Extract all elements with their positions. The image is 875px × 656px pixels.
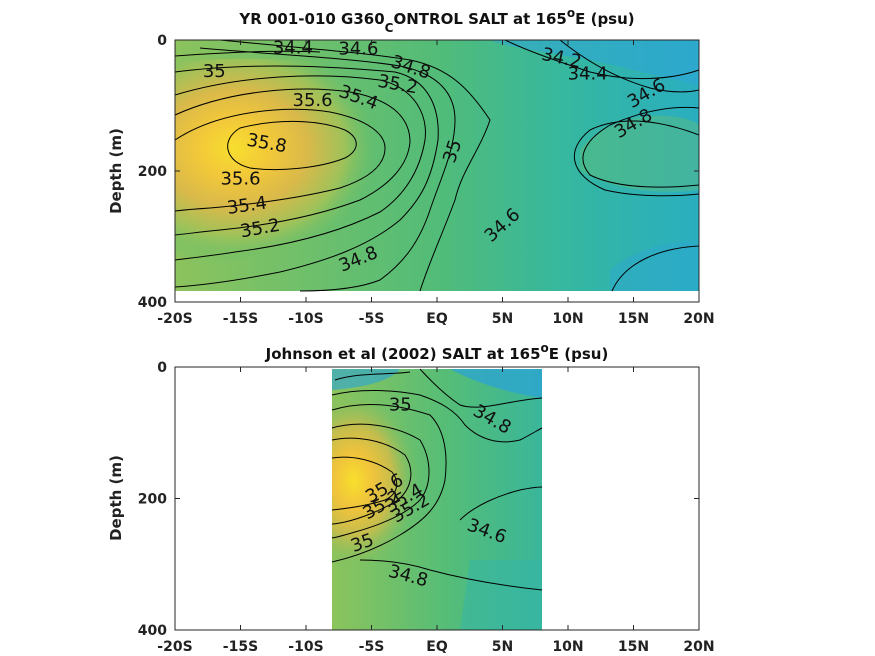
bottom-x-tick-label: 5N [492,639,513,655]
top-contour-34-4-south [174,50,321,57]
bottom-y-tick-label: 0 [157,360,167,376]
top-contour-34-6 [219,39,491,292]
bottom-x-tick-label: -15S [223,639,258,655]
bottom-y-ticks: 0 200 400 [138,360,699,639]
top-x-tick-label: -5S [359,311,385,327]
bottom-x-tick-label: EQ [426,639,448,655]
bottom-contour-35-6 [331,456,398,511]
top-contour-34-2 [504,39,700,80]
top-x-tick-label: -10S [288,311,323,327]
top-field-core [175,58,444,273]
top-field-north-warm [580,115,699,192]
top-field-fresh-deep [610,241,699,291]
bottom-x-tick-label: -20S [157,639,192,655]
top-contour-label: 34.4 [568,64,608,85]
top-contour-label: 34.4 [273,37,313,58]
top-x-tick-label: -15S [223,311,258,327]
top-field-fresh [490,40,699,85]
top-contour-35-2 [174,75,426,261]
top-x-tick-label: EQ [426,311,448,327]
top-plot-area: 34.4 34.634.835 35.235.435.635.835.635.435… [174,37,700,292]
bottom-x-ticks: -20S -15S -10S -5S EQ 5N 10N 15N 20N [157,367,715,655]
bottom-x-tick-label: 15N [618,639,649,655]
bottom-x-tick-label: 10N [552,639,583,655]
top-contour-35-6 [174,108,386,212]
bottom-field-deep [460,560,542,630]
top-contour-34-4 [559,39,700,93]
bottom-x-tick-label: -10S [288,639,323,655]
bottom-contour-35-4 [331,437,412,525]
top-y-tick-label: 0 [157,33,167,49]
bottom-contour-35-2 [331,423,430,539]
bottom-x-tick-label: -5S [359,639,385,655]
bottom-field-fresh [450,369,542,398]
bottom-chart-title: Johnson et al (2002) SALT at 165oE (psu) [265,341,609,363]
top-contour-34-8 [199,47,456,292]
top-contour-34-6-north [573,120,700,197]
bottom-contour-34-8-upper [331,390,543,443]
top-x-tick-label: 15N [618,311,649,327]
bottom-y-tick-label: 200 [138,492,167,508]
top-contour-34-8-north [582,106,700,188]
bottom-contour-label: 35 [389,395,412,416]
bottom-panel: Johnson et al (2002) SALT at 165oE (psu)… [107,341,715,655]
bottom-contour-34-6 [459,486,543,521]
top-contour-label: 35 [203,61,226,82]
bottom-contour-34-8-lower [359,559,543,591]
top-x-tick-label: 10N [552,311,583,327]
bottom-contour-34-4 [334,368,543,408]
top-contour-label: 35.6 [220,168,260,189]
top-panel: YR 001-010 G360CONTROL SALT at 165oE (ps… [107,6,715,327]
top-contour-label: 34.6 [338,39,378,60]
top-x-tick-label: -20S [157,311,192,327]
top-y-tick-label: 400 [138,295,167,311]
bottom-contour-35 [331,404,447,563]
top-contour-35-8 [227,120,357,170]
top-contour-label: 35.6 [293,90,333,111]
top-contour-35 [174,65,439,288]
top-x-tick-label: 5N [492,311,513,327]
bottom-y-axis-label: Depth (m) [107,455,125,541]
top-y-tick-label: 200 [138,164,167,180]
top-contour-35-4 [174,88,411,236]
top-x-ticks: -20S -15S -10S -5S EQ 5N 10N 15N 20N [157,40,715,327]
top-x-tick-label: 20N [683,311,714,327]
bottom-field-core [332,400,453,568]
top-contour-34-4-deep [611,245,700,292]
bottom-x-tick-label: 20N [683,639,714,655]
top-y-axis-label: Depth (m) [107,128,125,214]
top-chart-title: YR 001-010 G360CONTROL SALT at 165oE (ps… [238,6,634,35]
bottom-y-tick-label: 400 [138,623,167,639]
top-y-ticks: 0 200 400 [138,33,699,311]
